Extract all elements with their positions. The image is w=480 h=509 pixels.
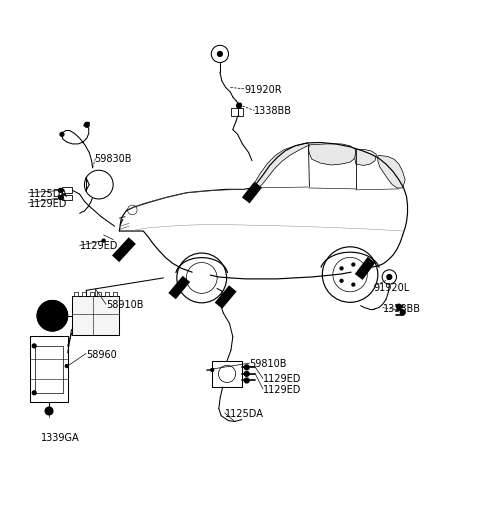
Circle shape — [60, 196, 63, 200]
Circle shape — [102, 240, 105, 243]
Bar — [231, 108, 243, 117]
Circle shape — [32, 344, 36, 348]
Text: 58960: 58960 — [86, 349, 117, 359]
Text: 1129ED: 1129ED — [28, 199, 67, 208]
Circle shape — [84, 123, 89, 128]
Circle shape — [244, 378, 249, 383]
Circle shape — [352, 284, 355, 287]
Text: 59810B: 59810B — [250, 358, 287, 369]
Circle shape — [352, 264, 355, 266]
Text: 1338BB: 1338BB — [254, 106, 292, 116]
Circle shape — [65, 365, 68, 368]
Bar — [74, 293, 78, 297]
Circle shape — [340, 280, 343, 282]
Bar — [97, 293, 101, 297]
Text: 1125DA: 1125DA — [28, 188, 67, 199]
Text: 1129ED: 1129ED — [80, 241, 118, 251]
Bar — [90, 293, 94, 297]
Text: 1129ED: 1129ED — [263, 374, 301, 384]
Circle shape — [217, 52, 222, 57]
Circle shape — [400, 310, 405, 315]
Circle shape — [60, 133, 64, 137]
Circle shape — [359, 274, 362, 276]
Bar — [212, 361, 242, 387]
Bar — [30, 336, 68, 403]
Circle shape — [59, 189, 62, 193]
Bar — [35, 346, 63, 393]
Circle shape — [340, 267, 343, 270]
Text: 91920L: 91920L — [373, 282, 409, 292]
Circle shape — [45, 407, 53, 415]
Circle shape — [49, 313, 55, 319]
Bar — [113, 293, 117, 297]
Polygon shape — [378, 156, 405, 188]
Text: 59830B: 59830B — [94, 154, 132, 164]
Circle shape — [32, 391, 36, 395]
Circle shape — [211, 369, 214, 372]
Bar — [72, 297, 120, 336]
Bar — [62, 195, 72, 201]
Circle shape — [37, 301, 68, 331]
Text: 1339GA: 1339GA — [41, 432, 80, 442]
Text: 1125DA: 1125DA — [225, 408, 264, 418]
Polygon shape — [309, 145, 356, 165]
Polygon shape — [355, 150, 376, 166]
Polygon shape — [252, 144, 310, 188]
Bar — [82, 293, 86, 297]
Circle shape — [244, 372, 249, 377]
Text: 1338BB: 1338BB — [383, 303, 420, 313]
Circle shape — [387, 275, 392, 280]
Circle shape — [396, 305, 401, 309]
Text: 1129ED: 1129ED — [263, 384, 301, 394]
Text: 91920R: 91920R — [245, 84, 282, 95]
Circle shape — [244, 365, 249, 370]
Bar — [105, 293, 109, 297]
Text: 58910B: 58910B — [106, 300, 144, 309]
Circle shape — [60, 189, 63, 192]
Circle shape — [59, 196, 62, 200]
Circle shape — [237, 104, 241, 109]
Bar — [62, 188, 72, 194]
